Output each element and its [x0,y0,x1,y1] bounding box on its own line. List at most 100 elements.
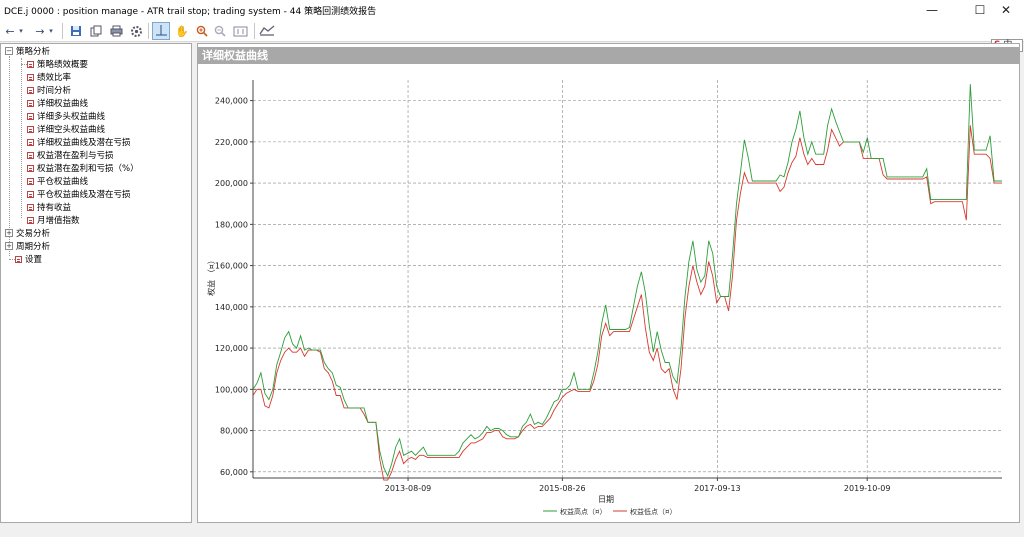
save-icon[interactable] [68,22,84,40]
legend-label: 权益高点（¤） [560,507,606,516]
chart-icon [27,138,34,146]
status-bar [0,524,1024,537]
zoom-in-icon[interactable] [194,22,210,40]
x-tick-label: 2019-10-09 [844,484,891,493]
tree-item-short-equity[interactable]: 详细空头权益曲线 [27,123,105,135]
tree-item-detailed-equity[interactable]: 详细权益曲线 [27,97,89,109]
toolbar-separator [254,23,255,39]
tree-item-label: 绩效比率 [37,73,72,83]
crosshair-icon[interactable] [152,22,170,40]
tree-item-ratios[interactable]: 绩效比率 [27,71,71,83]
tree-item-time-analysis[interactable]: 时间分析 [27,84,71,96]
tree-item-settings[interactable]: 设置 [15,253,42,265]
tree-connector [21,58,22,218]
settings-page-icon [15,255,22,263]
tree-item-closed-equity[interactable]: 平仓权益曲线 [27,175,88,187]
copy-icon[interactable] [88,22,104,40]
tree-item-label: 详细权益曲线 [37,97,89,109]
tree-item-equity-drawdown[interactable]: 详细权益曲线及潜在亏损 [27,136,131,148]
tree-item-label: 设置 [25,255,43,265]
panel-title: 详细权益曲线 [198,47,1019,64]
zoom-out-icon[interactable] [212,22,228,40]
tree-group-strategy-analysis[interactable]: − 策略分析 [5,45,50,57]
y-axis-label: 权益 （¤） [206,256,216,296]
x-tick-label: 2013-08-09 [385,484,432,493]
y-tick-label: 240,000 [215,97,248,106]
tree-group-period-analysis[interactable]: + 周期分析 [5,240,50,252]
expand-icon[interactable]: + [5,229,13,237]
y-tick-label: 120,000 [215,344,248,353]
chart-icon [27,164,34,172]
y-tick-label: 180,000 [215,220,248,229]
equity-chart[interactable]: 60,000 80,000 100,000 120,000 140,000 160,000… [198,66,1019,522]
chart-icon [27,125,34,133]
tree-item-label: 权益潜在盈利和亏损（%） [37,164,139,174]
tree-item-holding-return[interactable]: 持有收益 [27,201,71,213]
tree-item-label: 月增值指数 [37,216,80,226]
collapse-icon[interactable]: − [5,47,13,55]
tree-item-potential-pl[interactable]: 权益潜在盈利与亏损 [27,149,114,161]
hand-icon[interactable]: ✋ [175,24,189,38]
chart-icon [27,190,34,198]
settings-icon[interactable] [128,22,144,40]
toolbar: ← ▾ → ▾ ✋ [0,20,1024,42]
report-tree: − 策略分析 策略绩效概要 绩效比率 时间分析 详细权益曲线 详细多头权益曲线 … [0,43,192,523]
report-icon [27,73,34,81]
tree-item-monthly-index[interactable]: 月增值指数 [27,214,80,226]
window-title: DCE.j 0000 : position manage - ATR trail… [4,6,377,17]
chart-icon [27,177,34,185]
legend-label: 权益低点（¤） [630,507,676,516]
tree-connector [9,56,10,256]
y-tick-label: 140,000 [215,303,248,312]
toolbar-separator [148,23,149,39]
tree-item-label: 平仓权益曲线及潜在亏损 [37,190,131,200]
tree-item-label: 平仓权益曲线 [37,177,89,187]
chart-panel: 详细权益曲线 60,000 80,000 100,000 120,000 140,000… [197,43,1020,523]
chart-icon [27,151,34,159]
back-arrow-icon[interactable]: ← [5,24,15,38]
tree-item-label: 持有收益 [37,203,72,213]
tree-item-label: 详细权益曲线及潜在亏损 [37,138,131,148]
toolbar-separator [62,23,63,39]
tree-item-label: 详细多头权益曲线 [37,112,106,122]
y-tick-label: 100,000 [215,385,248,394]
chart-grid [253,80,1002,478]
chart-legend: 权益高点（¤） 权益低点（¤） [543,507,676,516]
tree-item-label: 策略绩效概要 [37,60,89,70]
y-tick-label: 200,000 [215,179,248,188]
forward-arrow-icon[interactable]: → [35,24,45,38]
export-icon[interactable] [258,22,276,40]
tree-item-potential-pl-percent[interactable]: 权益潜在盈利和亏损（%） [27,162,139,174]
tree-item-label: 时间分析 [37,86,72,96]
report-icon [27,216,34,224]
tree-item-closed-equity-drawdown[interactable]: 平仓权益曲线及潜在亏损 [27,188,131,200]
expand-icon[interactable]: + [5,242,13,250]
tree-item-summary[interactable]: 策略绩效概要 [27,58,88,70]
report-icon [27,86,34,94]
minimize-button[interactable]: — [926,3,938,17]
print-icon[interactable] [108,22,124,40]
maximize-button[interactable]: ☐ [974,3,986,17]
dropdown-icon[interactable]: ▾ [19,27,23,35]
tree-item-label: 详细空头权益曲线 [37,125,106,135]
x-axis-label: 日期 [598,495,614,504]
tree-group-trade-analysis[interactable]: + 交易分析 [5,227,50,239]
y-tick-label: 80,000 [220,427,248,436]
dropdown-icon[interactable]: ▾ [49,27,53,35]
fit-icon[interactable] [231,22,249,40]
y-tick-label: 160,000 [215,262,248,271]
close-button[interactable]: ✕ [1000,3,1012,17]
tree-item-label: 权益潜在盈利与亏损 [37,151,114,161]
chart-lines [252,84,1002,481]
series-line-0 [252,84,1002,478]
y-axis-ticks: 60,000 80,000 100,000 120,000 140,000 160,000… [215,97,253,477]
chart-icon [27,112,34,120]
x-axis-ticks: 2013-08-09 2015-08-26 2017-09-13 2019-10-09 [385,478,891,493]
tree-item-long-equity[interactable]: 详细多头权益曲线 [27,110,105,122]
tree-group-label: 策略分析 [16,47,51,57]
tree-group-label: 交易分析 [16,229,51,239]
y-tick-label: 220,000 [215,138,248,147]
chart-icon [27,99,34,107]
report-icon [27,203,34,211]
title-bar: DCE.j 0000 : position manage - ATR trail… [0,0,1024,20]
